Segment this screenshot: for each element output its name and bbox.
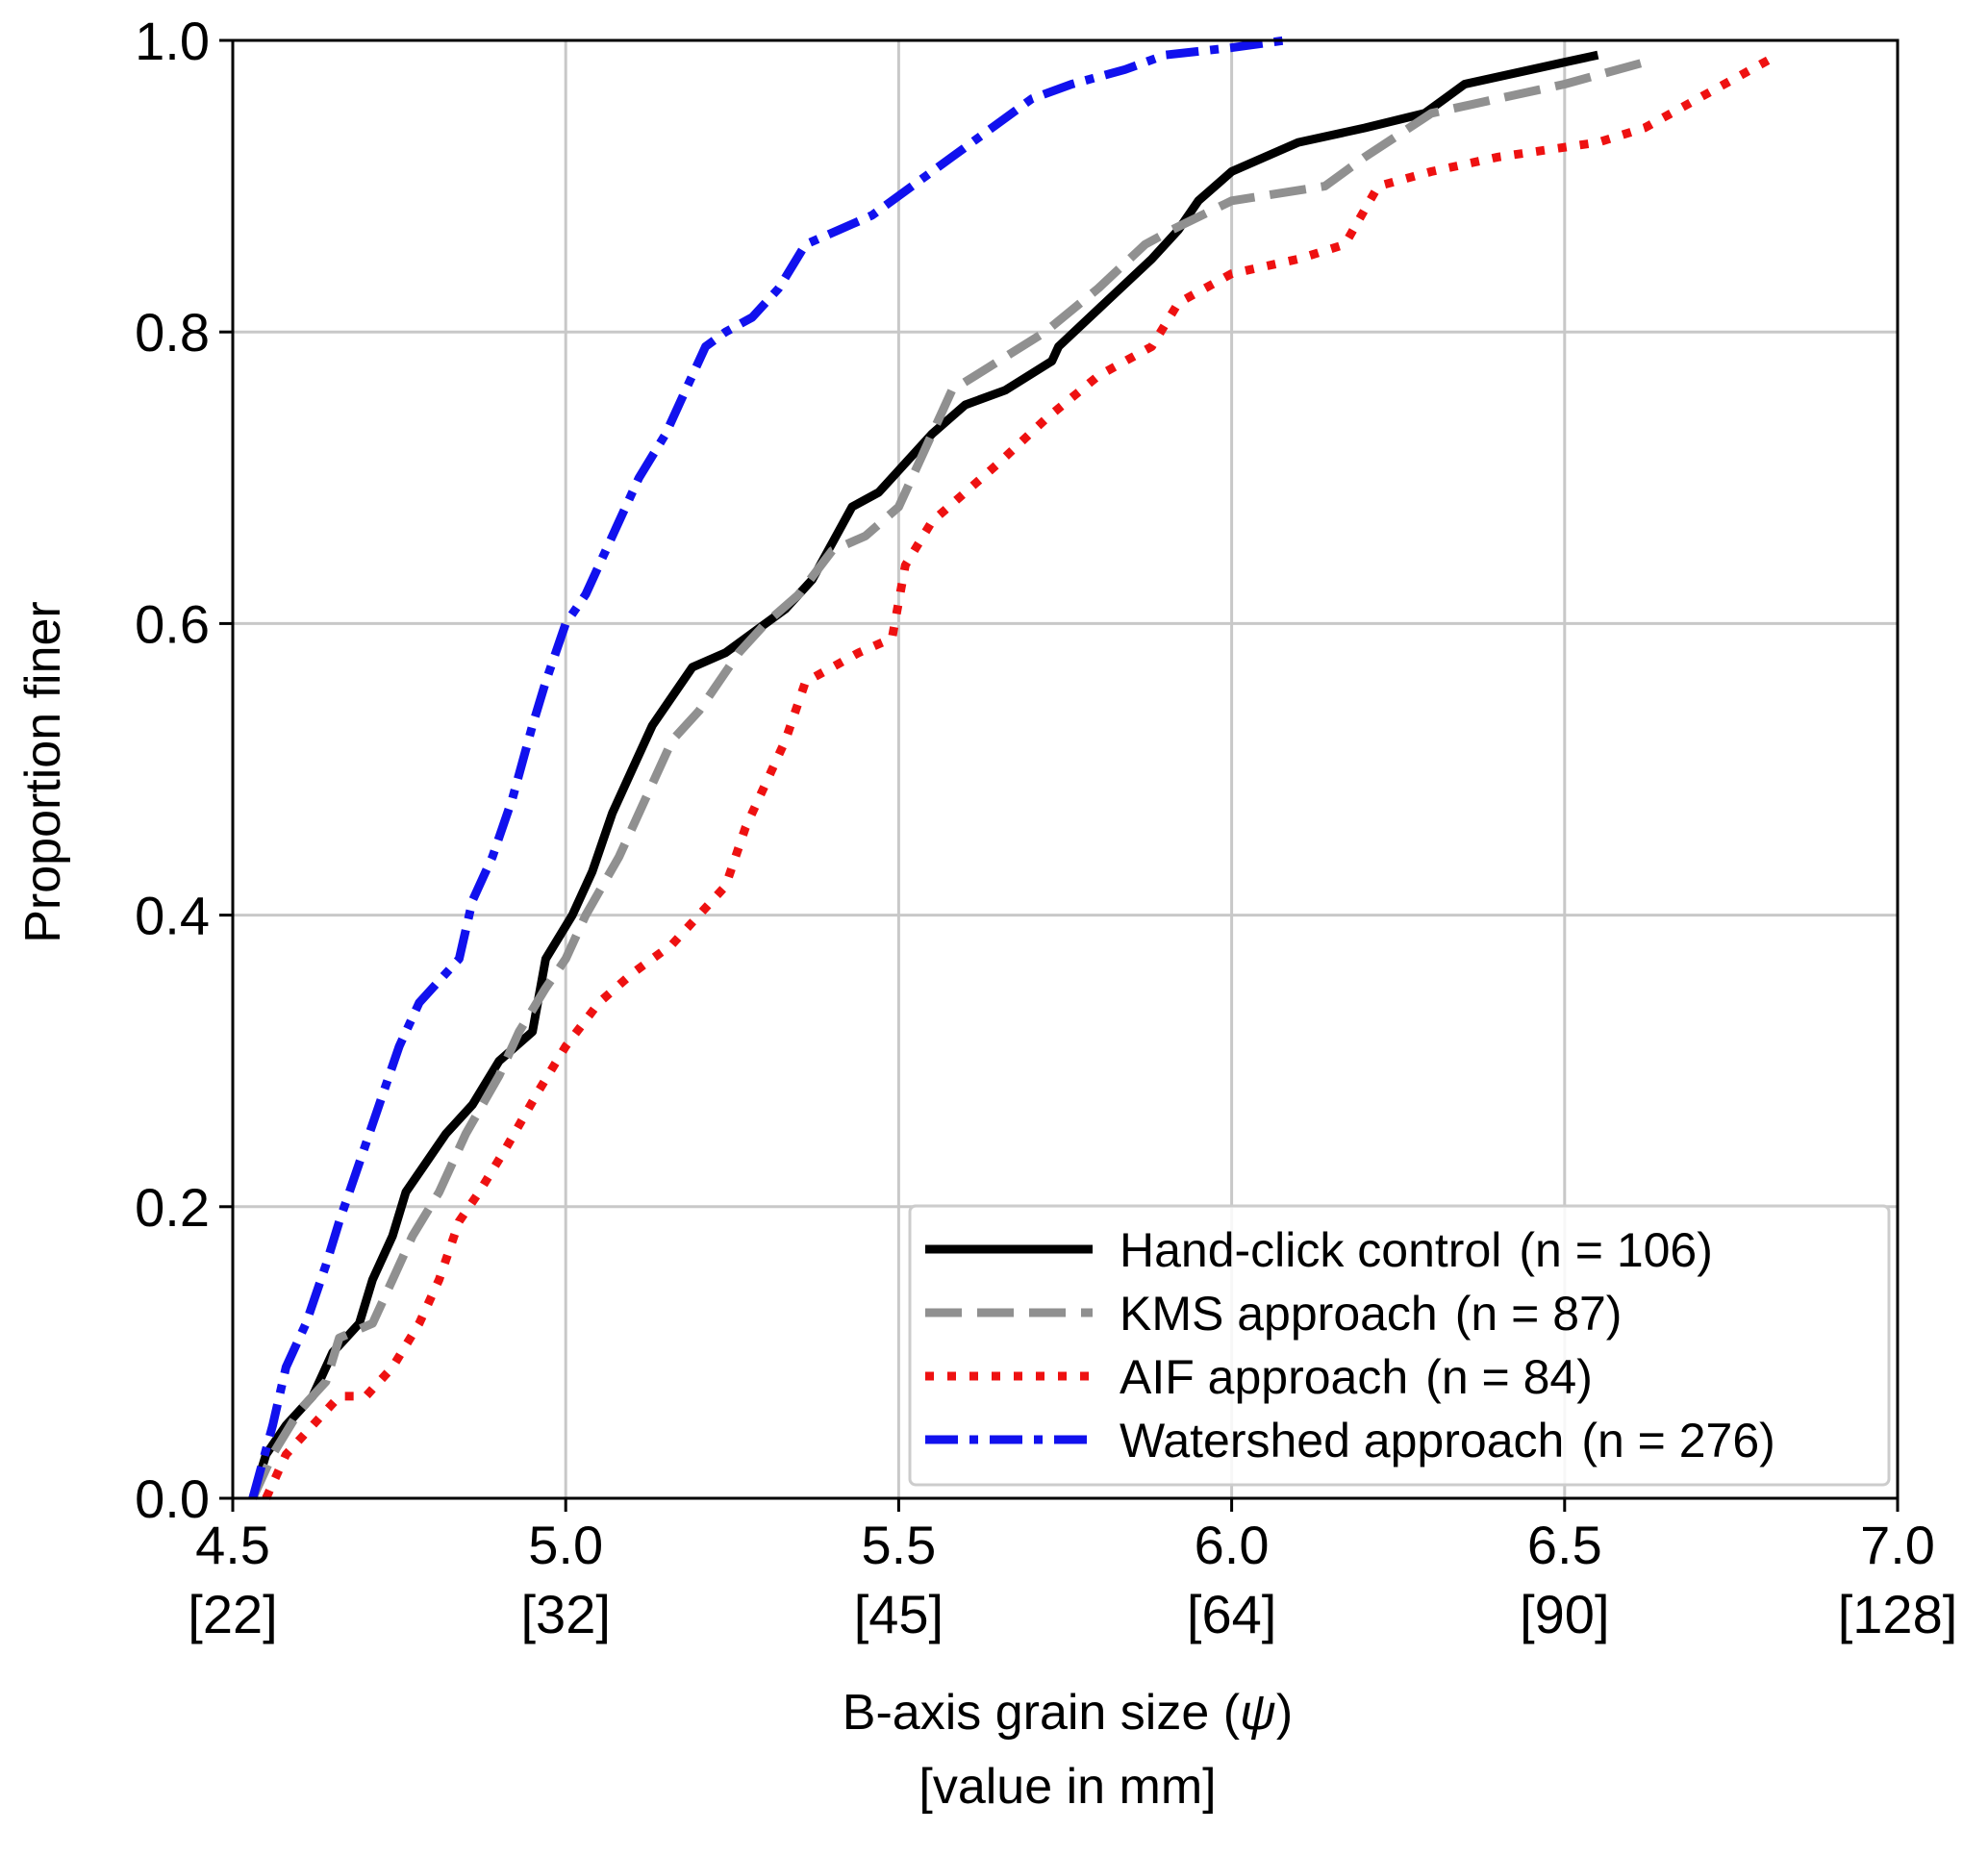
axis-ticks: 4.5 [22] 5.0 [32] 5.5 [45] 6.0 [64] 6.5 [90] 7.0 [1…: [135, 11, 1957, 1644]
series-line-kms-approach: [248, 58, 1647, 1500]
legend-label-watershed-approach: Watershed approach (n = 276): [1120, 1414, 1775, 1467]
x-tick-sublabel: [45]: [854, 1584, 944, 1644]
series-line-hand-click-control: [248, 50, 1599, 1500]
y-tick-label: 0.4: [135, 886, 210, 946]
psi-symbol: ψ: [1240, 1685, 1276, 1741]
x-axis-sublabel: [value in mm]: [919, 1759, 1216, 1815]
x-tick-label: 7.0: [1860, 1515, 1935, 1575]
x-tick-label: 6.5: [1527, 1515, 1602, 1575]
legend-frame: [908, 1204, 1891, 1487]
x-tick-sublabel: [128]: [1838, 1584, 1958, 1644]
series-group: [248, 36, 1780, 1500]
y-tick-label: 1.0: [135, 11, 210, 71]
series-line-aif-approach: [262, 51, 1780, 1500]
legend-label-kms-approach: KMS approach (n = 87): [1120, 1287, 1622, 1341]
x-tick-label: 6.0: [1195, 1515, 1270, 1575]
legend-label-hand-click-control: Hand-click control (n = 106): [1120, 1223, 1713, 1277]
x-tick-label: 5.0: [528, 1515, 603, 1575]
x-tick-sublabel: [64]: [1187, 1584, 1276, 1644]
x-tick-sublabel: [90]: [1520, 1584, 1609, 1644]
y-tick-label: 0.6: [135, 593, 210, 654]
y-tick-label: 0.8: [135, 302, 210, 363]
x-tick-label: 5.5: [861, 1515, 936, 1575]
x-tick-sublabel: [22]: [188, 1584, 277, 1644]
legend: Hand-click control (n = 106) KMS approach(…: [908, 1204, 1891, 1487]
y-axis-label: Proportion finer: [15, 601, 71, 943]
y-tick-label: 0.2: [135, 1177, 210, 1238]
plot-frame: [231, 38, 1900, 1500]
x-axis-label: B-axis grain size (ψ): [843, 1685, 1293, 1741]
x-tick-label: 4.5: [195, 1515, 270, 1575]
x-tick-sublabel: [32]: [520, 1584, 610, 1644]
y-tick-label: 0.0: [135, 1468, 210, 1529]
legend-label-aif-approach: AIF approach (n = 84): [1120, 1350, 1593, 1404]
